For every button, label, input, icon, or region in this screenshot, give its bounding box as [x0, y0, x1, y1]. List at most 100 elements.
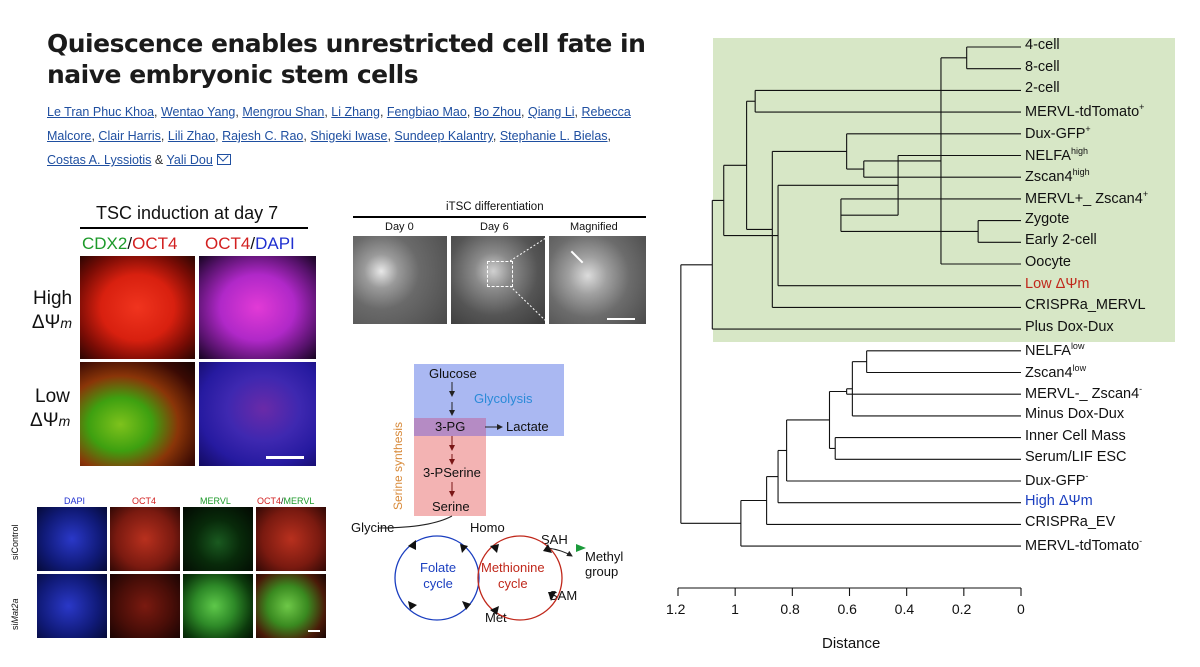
merv-sicontrol-oct4 — [110, 507, 180, 571]
leaf-label: MERVL+_ Zscan4+ — [1025, 188, 1149, 207]
x-tick-label: 1.2 — [666, 601, 686, 617]
merv-sicontrol-mervl — [183, 507, 253, 571]
merv-simat2a-dapi — [37, 574, 107, 638]
leaf-label: Early 2-cell — [1025, 232, 1097, 249]
methyl-group-label: Methyl group — [585, 549, 624, 579]
sah-label: SAH — [541, 532, 568, 547]
leaf-label: Zscan4high — [1025, 167, 1090, 186]
itsc-title-underline — [353, 216, 646, 218]
micrograph-high-cdx2-oct4 — [80, 256, 195, 359]
scale-bar — [607, 318, 635, 320]
x-tick-label: 0.6 — [837, 601, 857, 617]
leaf-label: Low ΔΨm — [1025, 275, 1090, 292]
glycine-label: Glycine — [351, 520, 395, 535]
micrograph-low-oct4-dapi — [199, 362, 316, 466]
zoom-box — [487, 261, 513, 287]
itsc-title: iTSC differentiation — [446, 201, 544, 213]
micrograph-low-cdx2-oct4 — [80, 362, 195, 466]
x-tick-label: 0.4 — [894, 601, 915, 617]
merv-sicontrol-dapi — [37, 507, 107, 571]
overlap-box — [414, 418, 486, 436]
author-link[interactable]: Mengrou Shan — [242, 105, 325, 119]
merv-col-oct4-mervl: OCT4/MERVL — [257, 496, 315, 506]
glucose-label: Glucose — [429, 366, 477, 381]
x-tick-label: 0.8 — [780, 601, 800, 617]
3pg-label: 3-PG — [435, 419, 466, 434]
itsc-col-day6: Day 6 — [480, 221, 509, 233]
serine-label: Serine — [432, 499, 470, 514]
3pserine-label: 3-PSerine — [423, 465, 481, 480]
leaf-label: NELFAlow — [1025, 340, 1085, 359]
author-link[interactable]: Lili Zhao — [167, 129, 216, 143]
author-link[interactable]: Li Zhang — [331, 105, 380, 119]
leaf-label: Dux-GFP- — [1025, 471, 1089, 489]
itsc-col-magnified: Magnified — [570, 221, 618, 233]
leaf-label: 4-cell — [1025, 37, 1060, 53]
leaf-label: Serum/LIF ESC — [1025, 449, 1127, 466]
leaf-label: Oocyte — [1025, 254, 1071, 270]
x-tick-label: 0 — [1017, 601, 1025, 617]
author-link[interactable]: Stephanie L. Bielas — [499, 129, 608, 143]
author-link[interactable]: Rajesh C. Rao — [222, 129, 304, 143]
merv-sicontrol-merge — [256, 507, 326, 571]
author-link[interactable]: Bo Zhou — [473, 105, 522, 119]
paper-title: Quiescence enables unrestricted cell fat… — [47, 29, 646, 89]
tsc-panel-title: TSC induction at day 7 — [96, 203, 279, 223]
homo-label: Homo — [470, 520, 505, 535]
tsc-col2-label: OCT4/DAPI — [205, 234, 295, 253]
author-list: Le Tran Phuc Khoa, Wentao Yang, Mengrou … — [47, 105, 631, 167]
leaf-label: High ΔΨm — [1025, 492, 1093, 509]
folate-cycle-label: Folate cycle — [420, 560, 457, 591]
merv-simat2a-merge — [256, 574, 326, 638]
itsc-col-day0: Day 0 — [385, 221, 414, 233]
merv-col-oct4: OCT4 — [132, 496, 157, 506]
author-link[interactable]: Sundeep Kalantry — [394, 129, 493, 143]
merv-col-dapi: DAPI — [64, 496, 86, 506]
leaf-label: MERVL-tdTomato+ — [1025, 102, 1145, 120]
lactate-label: Lactate — [506, 419, 549, 434]
author-link[interactable]: Clair Harris — [98, 129, 161, 143]
cluster-highlight-box — [713, 38, 1175, 342]
email-icon[interactable] — [216, 154, 231, 165]
leaf-label: NELFAhigh — [1025, 145, 1088, 164]
tsc-title-underline — [80, 227, 308, 229]
leaf-label: Zscan4low — [1025, 362, 1087, 381]
author-link[interactable]: Fengbiao Mao — [386, 105, 467, 119]
author-link[interactable]: Rebecca Malcore — [47, 105, 631, 143]
and-separator: & — [154, 153, 164, 167]
micrograph-high-oct4-dapi — [199, 256, 316, 359]
zoom-connector-lines — [510, 236, 550, 325]
merv-simat2a-mervl — [183, 574, 253, 638]
itsc-day0-image — [353, 236, 447, 324]
met-label: Met — [485, 610, 507, 625]
leaf-label: Plus Dox-Dux — [1025, 319, 1114, 336]
leaf-label: CRISPRa_EV — [1025, 514, 1116, 531]
author-link[interactable]: Shigeki Iwase — [310, 129, 388, 143]
leaf-label: Minus Dox-Dux — [1025, 405, 1125, 422]
author-link[interactable]: Yali Dou — [166, 153, 213, 167]
leaf-label: 2-cell — [1025, 80, 1060, 97]
author-link[interactable]: Le Tran Phuc Khoa — [47, 105, 155, 119]
merv-simat2a-oct4 — [110, 574, 180, 638]
tsc-col1-label: CDX2/OCT4 — [82, 234, 178, 253]
glycolysis-label: Glycolysis — [474, 391, 533, 406]
leaf-label: MERVL-_ Zscan4- — [1025, 384, 1143, 403]
scale-bar — [266, 456, 304, 459]
merv-col-mervl: MERVL — [200, 496, 231, 506]
itsc-magnified-image — [549, 236, 646, 324]
itsc-day6-image — [451, 236, 545, 324]
tsc-row2-label: Low ΔΨm — [30, 386, 71, 431]
leaf-label: CRISPRa_MERVL — [1025, 297, 1146, 314]
x-axis-label: Distance — [822, 635, 881, 652]
author-link[interactable]: Wentao Yang — [160, 105, 236, 119]
pathway-arrows — [377, 382, 586, 621]
leaf-label: 8-cell — [1025, 58, 1060, 75]
tsc-row1-label: High ΔΨm — [31, 288, 73, 333]
leaf-label: Zygote — [1025, 210, 1070, 227]
methionine-cycle-label: Methionine cycle — [481, 560, 545, 591]
leaf-label: Dux-GFP+ — [1025, 123, 1091, 142]
author-link[interactable]: Costas A. Lyssiotis — [47, 153, 152, 167]
author-link[interactable]: Qiang Li — [527, 105, 575, 119]
leaf-label: MERVL-tdTomato- — [1025, 536, 1143, 554]
